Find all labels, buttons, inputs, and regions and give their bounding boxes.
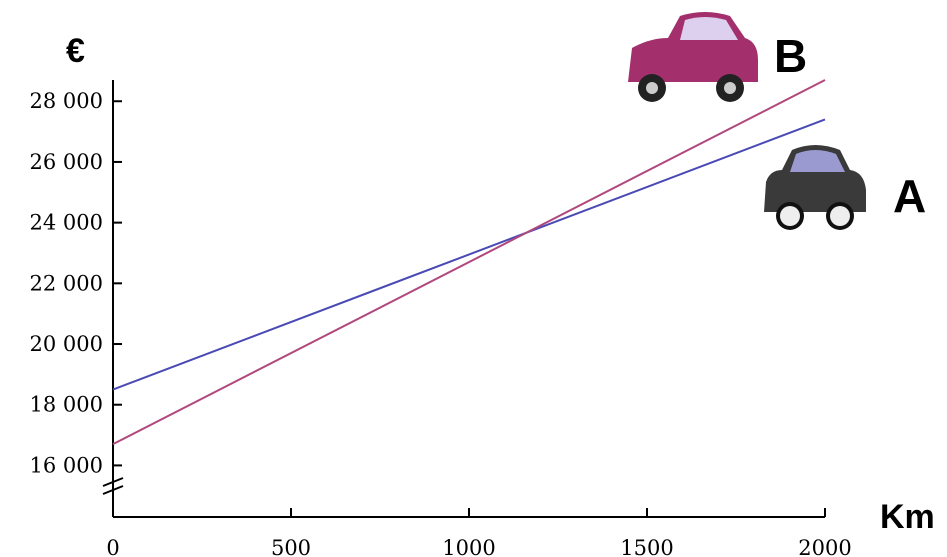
x-axis-label: Km <box>880 498 935 536</box>
x-tick-label: 500 <box>271 536 311 557</box>
x-tick-label: 0 <box>106 536 119 557</box>
y-tick-label: 22 000 <box>30 271 103 295</box>
y-axis-label: € <box>66 32 85 70</box>
x-tick-label: 1500 <box>620 536 673 557</box>
y-tick-label: 18 000 <box>30 393 103 417</box>
series-line <box>112 118 826 391</box>
y-tick-label: 26 000 <box>30 150 103 174</box>
car-b-icon <box>628 12 758 102</box>
series-a-label: A <box>893 170 926 222</box>
x-tick-label: 2000 <box>798 536 851 557</box>
y-tick-label: 28 000 <box>30 89 103 113</box>
x-tick-label: 1000 <box>442 536 495 557</box>
series-line <box>112 79 826 446</box>
y-tick-label: 24 000 <box>30 211 103 235</box>
car-a-icon <box>764 145 866 230</box>
y-tick-label: 20 000 <box>30 332 103 356</box>
y-tick-label: 16 000 <box>30 453 103 477</box>
series-b-label: B <box>774 30 807 82</box>
